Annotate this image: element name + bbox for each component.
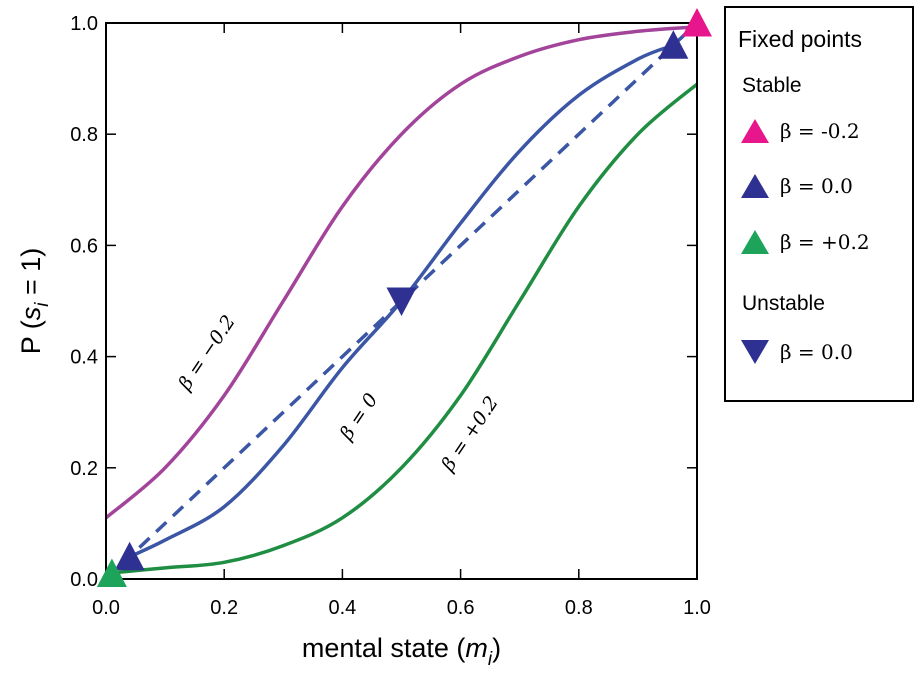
series-line-2 bbox=[105, 82, 699, 576]
identity-line bbox=[104, 21, 699, 581]
x-tick-label: 0.2 bbox=[210, 597, 238, 619]
y-tick-label: 0.2 bbox=[70, 458, 98, 480]
y-tick-label: 0.6 bbox=[70, 235, 98, 257]
stable-fixed-point-marker bbox=[96, 558, 127, 587]
curve-label: β = +0.2 bbox=[437, 392, 503, 476]
stable-fixed-point-marker bbox=[682, 8, 712, 37]
legend-item-label: β = -0.2 bbox=[780, 119, 860, 143]
x-axis-title: mental state (mi) bbox=[302, 633, 501, 670]
x-tick-label: 1.0 bbox=[683, 597, 711, 619]
y-tick-label: 1.0 bbox=[70, 13, 98, 35]
triangle-down-icon bbox=[741, 340, 769, 364]
legend-item-stable-beta-pos02: β = +0.2 bbox=[740, 227, 870, 257]
plot-area: 0.0 0.0 0.2 0.2 0.4 0.4 0.6 0.6 0.8 0.8 1.0 1.0 ment… bbox=[16, 8, 712, 670]
legend-item-stable-beta-0: β = 0.0 bbox=[740, 171, 853, 201]
legend-title: Fixed points bbox=[738, 26, 863, 52]
legend-item-unstable-beta-0: β = 0.0 bbox=[740, 337, 853, 367]
y-axis-title: P (si = 1) bbox=[16, 248, 53, 355]
unstable-fixed-point-marker bbox=[386, 287, 417, 316]
legend-item-label: β = 0.0 bbox=[780, 174, 853, 198]
triangle-up-icon bbox=[741, 174, 769, 198]
y-tick-label: 0.4 bbox=[70, 347, 98, 369]
stable-fixed-point-marker bbox=[114, 541, 145, 571]
plot-frame bbox=[105, 22, 698, 580]
x-tick-label: 0.8 bbox=[565, 597, 593, 619]
curve-label: β = −0.2 bbox=[174, 311, 240, 395]
x-tick-label: 0.6 bbox=[447, 597, 475, 619]
triangle-up-icon bbox=[741, 119, 769, 143]
legend-group-unstable-heading: Unstable bbox=[742, 292, 825, 315]
x-tick-label: 0.0 bbox=[92, 597, 120, 619]
y-tick-label: 0.0 bbox=[70, 569, 98, 591]
series-line-0 bbox=[104, 25, 698, 520]
legend: Fixed points Stable β = -0.2 β = 0.0 β =… bbox=[724, 6, 914, 402]
triangle-up-icon bbox=[741, 230, 769, 254]
legend-item-label: β = 0.0 bbox=[780, 340, 853, 364]
stable-fixed-point-marker bbox=[658, 30, 689, 59]
legend-item-stable-beta-neg02: β = -0.2 bbox=[740, 116, 860, 146]
curve-label: β = 0 bbox=[335, 389, 382, 444]
x-tick-label: 0.4 bbox=[328, 597, 356, 619]
legend-item-label: β = +0.2 bbox=[780, 230, 870, 254]
legend-group-stable-heading: Stable bbox=[742, 74, 802, 97]
y-tick-label: 0.8 bbox=[70, 124, 98, 146]
